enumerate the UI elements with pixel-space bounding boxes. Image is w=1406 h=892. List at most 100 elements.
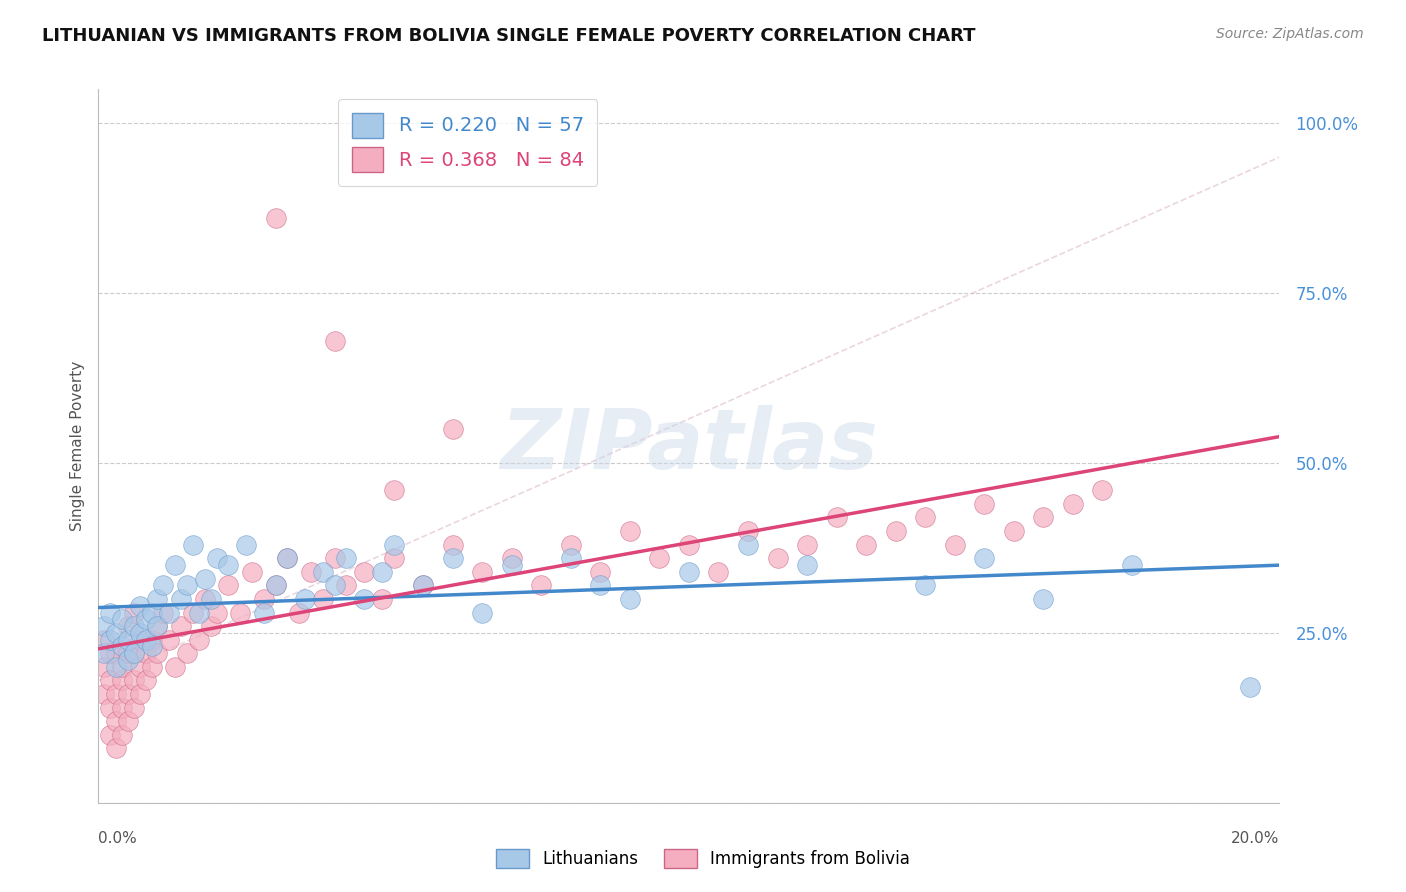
Point: [825, 510, 848, 524]
Point: [441, 422, 464, 436]
Point: [471, 565, 494, 579]
Point: [146, 646, 169, 660]
Point: [111, 700, 134, 714]
Point: [194, 591, 217, 606]
Point: [98, 673, 121, 688]
Point: [135, 612, 157, 626]
Legend: R = 0.220   N = 57, R = 0.368   N = 84: R = 0.220 N = 57, R = 0.368 N = 84: [339, 99, 598, 186]
Point: [589, 578, 612, 592]
Point: [943, 537, 966, 551]
Point: [141, 640, 163, 654]
Point: [276, 551, 298, 566]
Legend: Lithuanians, Immigrants from Bolivia: Lithuanians, Immigrants from Bolivia: [489, 842, 917, 875]
Point: [471, 606, 494, 620]
Point: [264, 211, 287, 226]
Point: [128, 632, 150, 647]
Point: [312, 565, 335, 579]
Point: [117, 653, 139, 667]
Point: [589, 565, 612, 579]
Point: [323, 578, 346, 592]
Point: [288, 606, 311, 620]
Point: [240, 565, 263, 579]
Point: [276, 551, 298, 566]
Point: [93, 619, 115, 633]
Point: [323, 551, 346, 566]
Point: [441, 551, 464, 566]
Point: [200, 591, 222, 606]
Point: [235, 537, 257, 551]
Point: [135, 646, 157, 660]
Point: [122, 646, 145, 660]
Point: [128, 660, 150, 674]
Point: [176, 578, 198, 592]
Point: [382, 483, 405, 498]
Point: [619, 524, 641, 538]
Point: [253, 591, 276, 606]
Point: [264, 578, 287, 592]
Point: [441, 537, 464, 551]
Point: [105, 660, 128, 674]
Point: [111, 612, 134, 626]
Point: [353, 591, 375, 606]
Point: [105, 626, 128, 640]
Point: [371, 591, 394, 606]
Point: [371, 565, 394, 579]
Point: [619, 591, 641, 606]
Point: [205, 551, 228, 566]
Point: [796, 537, 818, 551]
Point: [194, 572, 217, 586]
Point: [152, 578, 174, 592]
Point: [530, 578, 553, 592]
Point: [914, 510, 936, 524]
Point: [253, 606, 276, 620]
Point: [117, 687, 139, 701]
Point: [146, 619, 169, 633]
Point: [111, 640, 134, 654]
Point: [884, 524, 907, 538]
Point: [93, 632, 115, 647]
Point: [501, 558, 523, 572]
Point: [294, 591, 316, 606]
Point: [796, 558, 818, 572]
Point: [648, 551, 671, 566]
Y-axis label: Single Female Poverty: Single Female Poverty: [69, 361, 84, 531]
Point: [187, 606, 209, 620]
Point: [560, 537, 582, 551]
Point: [412, 578, 434, 592]
Point: [229, 606, 252, 620]
Point: [152, 606, 174, 620]
Text: Source: ZipAtlas.com: Source: ZipAtlas.com: [1216, 27, 1364, 41]
Point: [141, 632, 163, 647]
Point: [335, 578, 357, 592]
Point: [335, 551, 357, 566]
Point: [501, 551, 523, 566]
Point: [122, 606, 145, 620]
Point: [766, 551, 789, 566]
Point: [299, 565, 322, 579]
Point: [382, 551, 405, 566]
Point: [122, 700, 145, 714]
Point: [170, 591, 193, 606]
Point: [128, 687, 150, 701]
Point: [678, 537, 700, 551]
Point: [181, 537, 204, 551]
Point: [122, 673, 145, 688]
Point: [187, 632, 209, 647]
Point: [1121, 558, 1143, 572]
Point: [737, 524, 759, 538]
Point: [98, 728, 121, 742]
Point: [200, 619, 222, 633]
Point: [105, 714, 128, 729]
Point: [412, 578, 434, 592]
Point: [98, 646, 121, 660]
Point: [117, 619, 139, 633]
Point: [105, 646, 128, 660]
Point: [205, 606, 228, 620]
Point: [117, 632, 139, 647]
Point: [93, 660, 115, 674]
Point: [1002, 524, 1025, 538]
Point: [98, 700, 121, 714]
Point: [141, 660, 163, 674]
Point: [170, 619, 193, 633]
Text: LITHUANIAN VS IMMIGRANTS FROM BOLIVIA SINGLE FEMALE POVERTY CORRELATION CHART: LITHUANIAN VS IMMIGRANTS FROM BOLIVIA SI…: [42, 27, 976, 45]
